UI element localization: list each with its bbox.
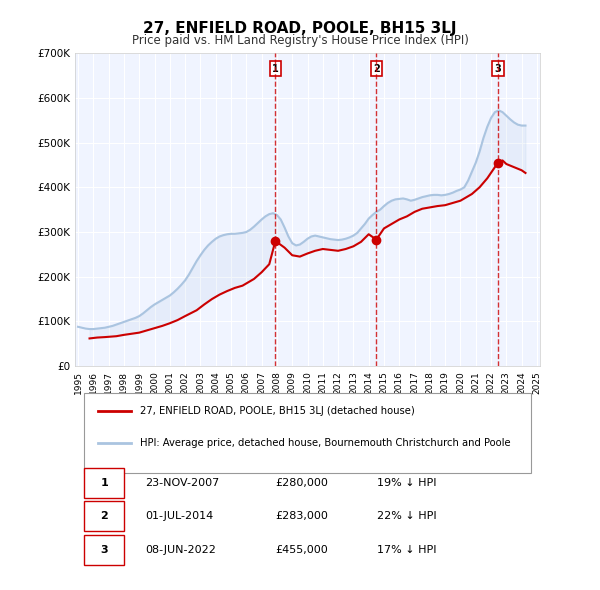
FancyBboxPatch shape <box>84 468 124 497</box>
FancyBboxPatch shape <box>84 393 531 473</box>
Text: 08-JUN-2022: 08-JUN-2022 <box>145 545 215 555</box>
FancyBboxPatch shape <box>84 502 124 532</box>
Text: 22% ↓ HPI: 22% ↓ HPI <box>377 512 437 522</box>
Text: 3: 3 <box>100 545 108 555</box>
Text: 1: 1 <box>100 477 108 487</box>
Text: £283,000: £283,000 <box>275 512 328 522</box>
Text: 01-JUL-2014: 01-JUL-2014 <box>145 512 213 522</box>
Text: 19% ↓ HPI: 19% ↓ HPI <box>377 477 437 487</box>
Text: 2: 2 <box>373 64 380 74</box>
Text: 27, ENFIELD ROAD, POOLE, BH15 3LJ: 27, ENFIELD ROAD, POOLE, BH15 3LJ <box>143 21 457 35</box>
Text: 1: 1 <box>272 64 279 74</box>
Text: 3: 3 <box>494 64 502 74</box>
Text: 17% ↓ HPI: 17% ↓ HPI <box>377 545 437 555</box>
Text: £280,000: £280,000 <box>275 477 328 487</box>
Text: £455,000: £455,000 <box>275 545 328 555</box>
Text: 2: 2 <box>100 512 108 522</box>
Text: 23-NOV-2007: 23-NOV-2007 <box>145 477 219 487</box>
FancyBboxPatch shape <box>84 535 124 565</box>
Text: 27, ENFIELD ROAD, POOLE, BH15 3LJ (detached house): 27, ENFIELD ROAD, POOLE, BH15 3LJ (detac… <box>140 406 415 416</box>
Text: HPI: Average price, detached house, Bournemouth Christchurch and Poole: HPI: Average price, detached house, Bour… <box>140 438 511 448</box>
Text: Price paid vs. HM Land Registry's House Price Index (HPI): Price paid vs. HM Land Registry's House … <box>131 34 469 47</box>
